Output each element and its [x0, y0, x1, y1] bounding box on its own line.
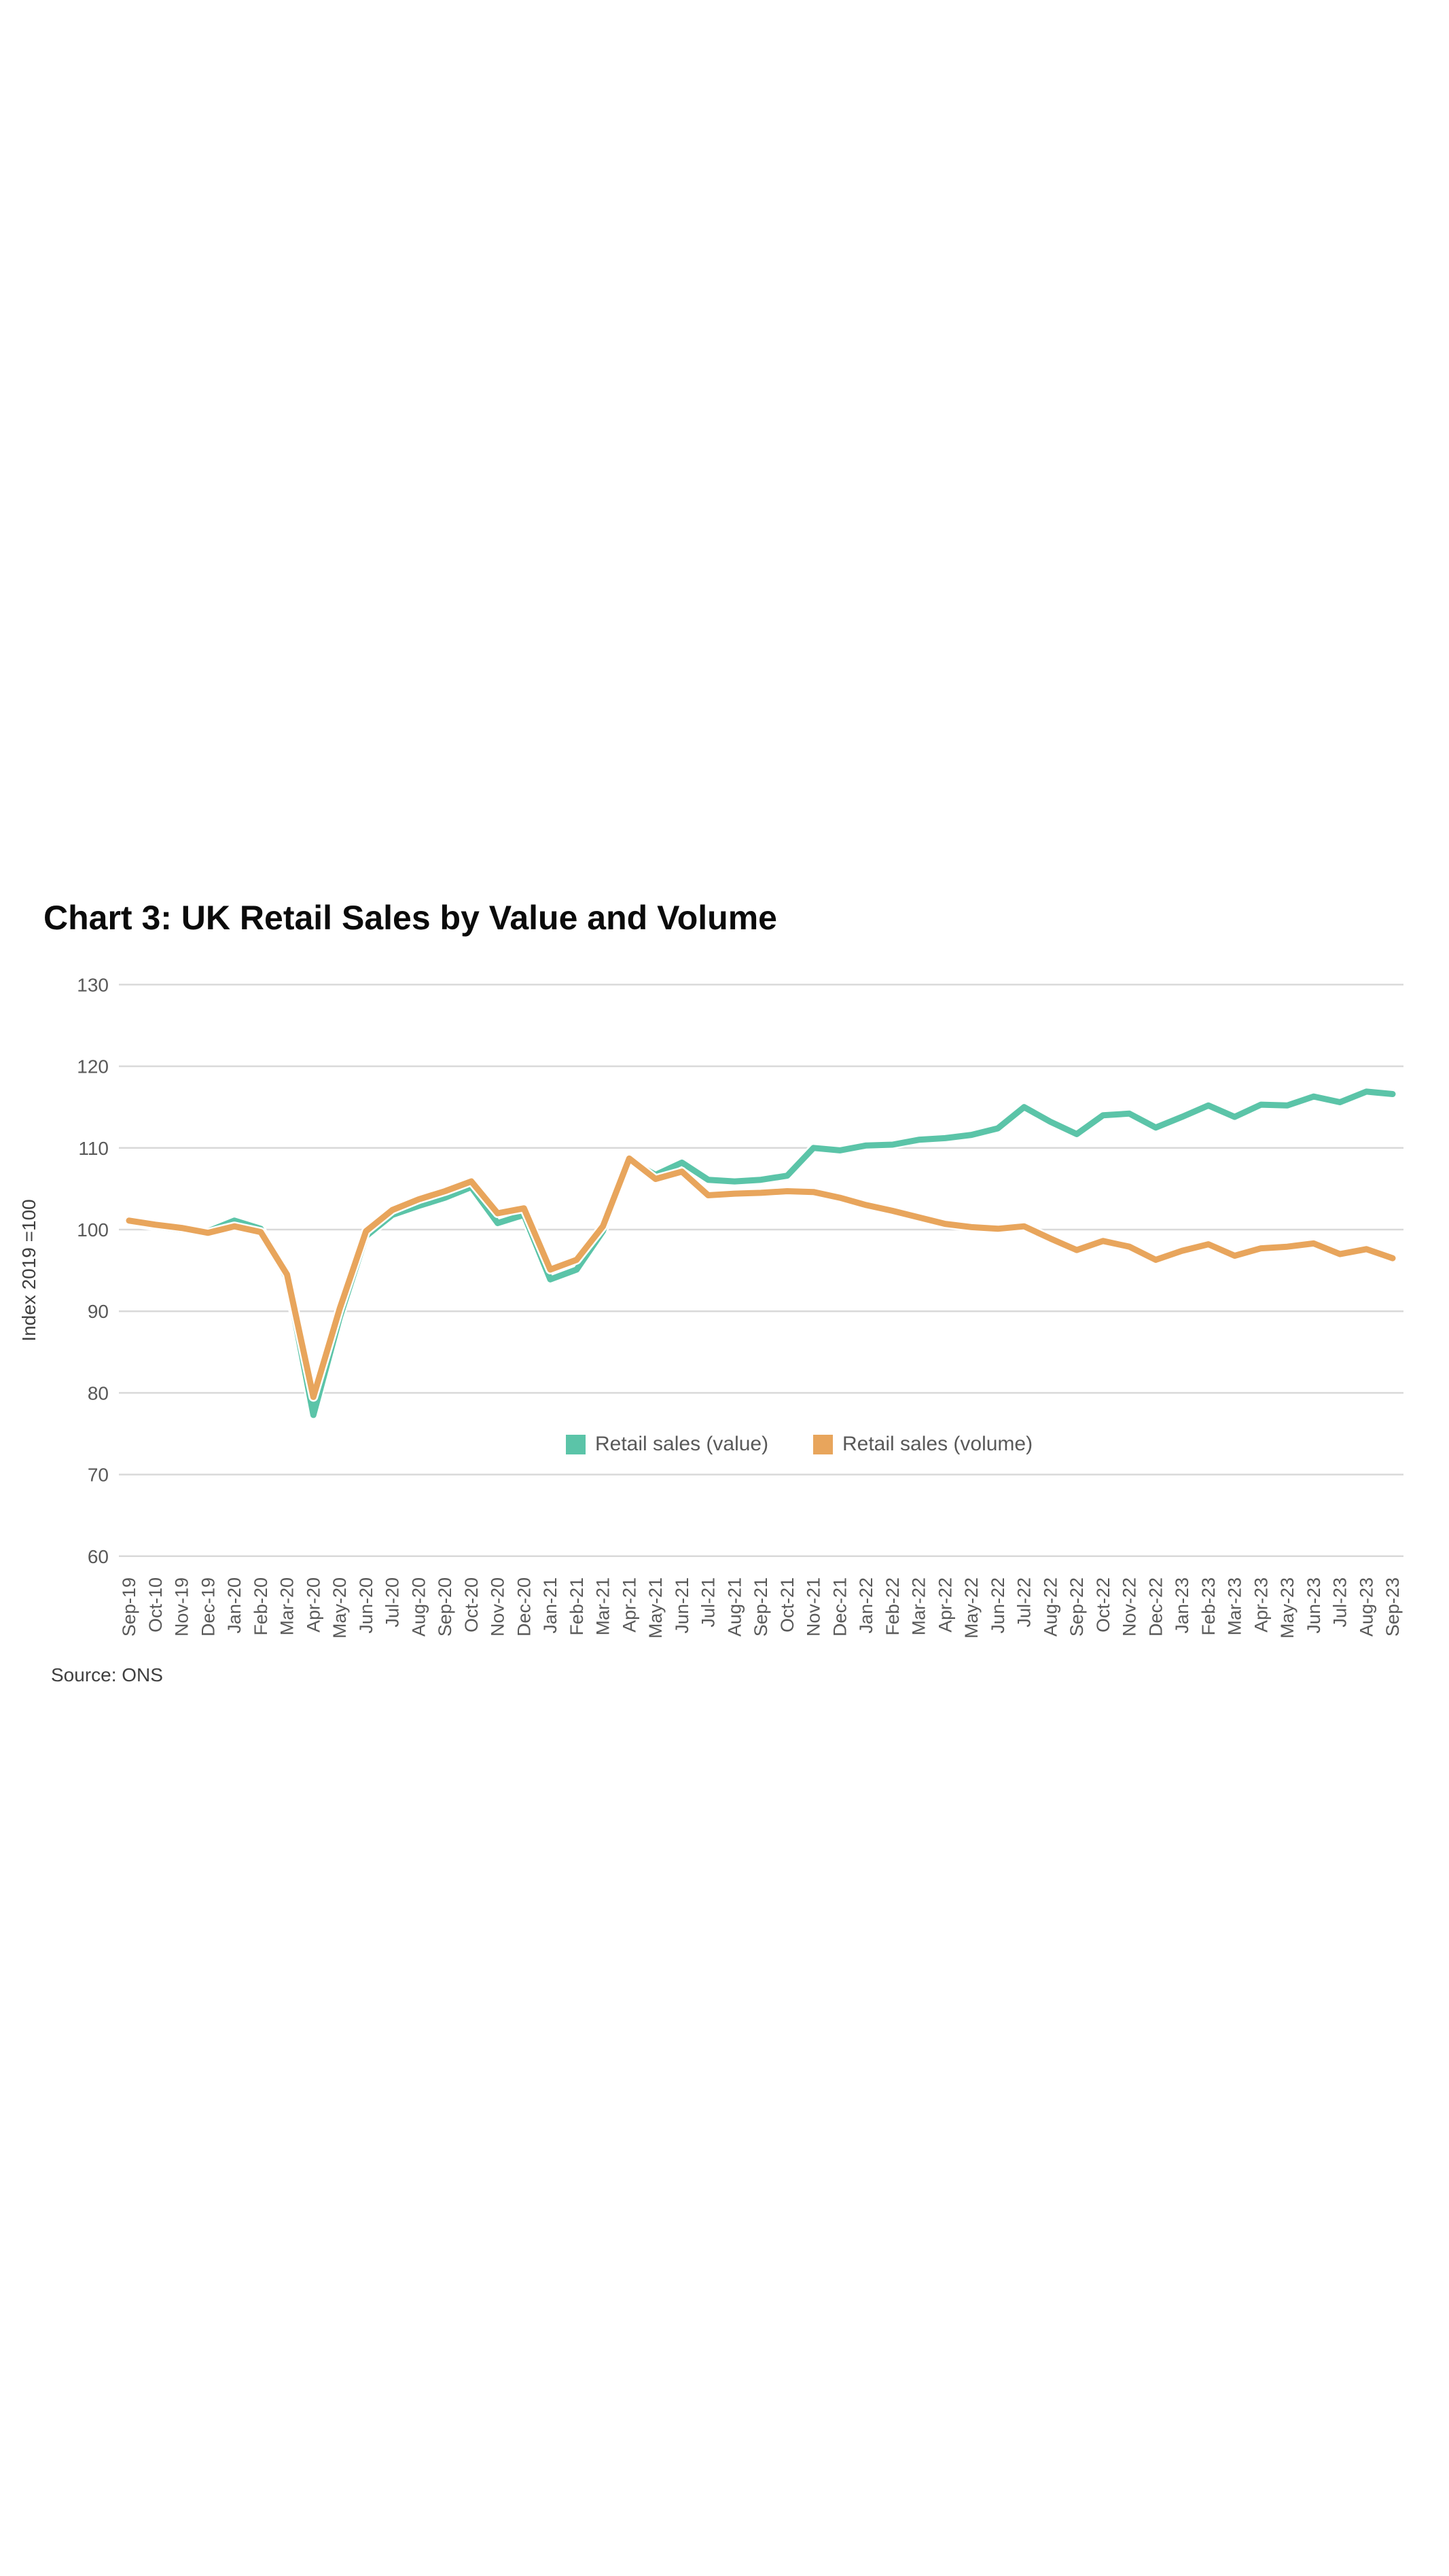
- x-tick-label-May-22: May-22: [961, 1577, 982, 1639]
- x-tick-label-Feb-22: Feb-22: [882, 1577, 903, 1636]
- x-tick-label-Sep-22: Sep-22: [1067, 1577, 1087, 1636]
- chart-title: Chart 3: UK Retail Sales by Value and Vo…: [43, 899, 777, 937]
- x-tick-label-Feb-21: Feb-21: [567, 1577, 587, 1636]
- y-tick-label-100: 100: [77, 1219, 109, 1240]
- x-tick-label-May-20: May-20: [329, 1577, 350, 1639]
- y-tick-label-120: 120: [77, 1056, 109, 1077]
- x-tick-label-Aug-22: Aug-22: [1040, 1577, 1060, 1636]
- x-tick-label-Jan-20: Jan-20: [224, 1577, 245, 1634]
- x-tick-label-Apr-20: Apr-20: [303, 1577, 323, 1632]
- x-tick-label-Oct-22: Oct-22: [1093, 1577, 1113, 1632]
- legend-swatch-value: [566, 1434, 586, 1454]
- legend-label-volume: Retail sales (volume): [842, 1433, 1033, 1455]
- x-tick-label-Nov-20: Nov-20: [488, 1577, 508, 1636]
- x-tick-label-Jun-20: Jun-20: [356, 1577, 376, 1634]
- x-tick-label-Feb-20: Feb-20: [251, 1577, 271, 1636]
- chart-source: Source: ONS: [51, 1664, 163, 1685]
- y-tick-label-130: 130: [77, 974, 109, 995]
- x-tick-label-Aug-23: Aug-23: [1356, 1577, 1376, 1636]
- legend-swatch-volume: [813, 1434, 833, 1454]
- x-tick-label-Jan-23: Jan-23: [1172, 1577, 1192, 1634]
- legend-item-volume: Retail sales (volume): [813, 1433, 1033, 1455]
- retail-sales-volume-line: [126, 1155, 1396, 1400]
- chart-legend: Retail sales (value) Retail sales (volum…: [0, 1433, 1449, 1458]
- x-tick-label-Jan-21: Jan-21: [540, 1577, 560, 1634]
- x-tick-label-Dec-22: Dec-22: [1145, 1577, 1166, 1636]
- y-tick-label-90: 90: [88, 1301, 109, 1322]
- y-tick-label-110: 110: [78, 1138, 109, 1159]
- legend-label-value: Retail sales (value): [595, 1433, 769, 1455]
- y-tick-label-80: 80: [88, 1382, 109, 1403]
- x-tick-label-Apr-22: Apr-22: [935, 1577, 955, 1632]
- x-tick-label-Mar-21: Mar-21: [593, 1577, 613, 1636]
- x-tick-label-Mar-22: Mar-22: [909, 1577, 929, 1636]
- retail-sales-line-chart: 130 120 110 100 90 80 70 60 Index 2019 =100 Sep-1…: [18, 974, 1403, 1639]
- y-tick-label-70: 70: [88, 1465, 109, 1486]
- x-tick-label-Mar-20: Mar-20: [277, 1577, 298, 1636]
- x-tick-label-Oct-20: Oct-20: [461, 1577, 482, 1632]
- x-tick-label-Aug-20: Aug-20: [408, 1577, 429, 1636]
- x-tick-label-Oct-10: Oct-10: [145, 1577, 166, 1632]
- x-tick-label-Dec-19: Dec-19: [198, 1577, 218, 1636]
- x-tick-label-Sep-20: Sep-20: [435, 1577, 455, 1636]
- x-tick-label-Dec-21: Dec-21: [829, 1577, 850, 1636]
- x-tick-label-Apr-23: Apr-23: [1251, 1577, 1271, 1632]
- x-tick-label-Apr-21: Apr-21: [619, 1577, 639, 1632]
- x-tick-label-Aug-21: Aug-21: [724, 1577, 745, 1636]
- x-tick-label-Nov-22: Nov-22: [1120, 1577, 1140, 1636]
- x-tick-label-Sep-19: Sep-19: [119, 1577, 139, 1636]
- x-tick-label-Jan-22: Jan-22: [856, 1577, 876, 1634]
- x-tick-label-Feb-23: Feb-23: [1198, 1577, 1219, 1636]
- x-tick-label-Jul-23: Jul-23: [1330, 1577, 1350, 1628]
- x-tick-label-Sep-23: Sep-23: [1382, 1577, 1403, 1636]
- x-tick-label-May-21: May-21: [645, 1577, 666, 1639]
- x-tick-label-Jul-20: Jul-20: [382, 1577, 403, 1628]
- x-tick-label-Jul-22: Jul-22: [1014, 1577, 1035, 1628]
- x-tick-label-Nov-21: Nov-21: [804, 1577, 824, 1636]
- x-tick-label-Jun-22: Jun-22: [988, 1577, 1008, 1634]
- y-tick-label-60: 60: [88, 1546, 109, 1567]
- x-tick-label-Jun-23: Jun-23: [1304, 1577, 1324, 1634]
- x-tick-label-Dec-20: Dec-20: [514, 1577, 534, 1636]
- x-tick-label-May-23: May-23: [1277, 1577, 1298, 1639]
- x-tick-label-Nov-19: Nov-19: [172, 1577, 192, 1636]
- x-tick-label-Jul-21: Jul-21: [698, 1577, 719, 1628]
- x-tick-label-Oct-21: Oct-21: [777, 1577, 798, 1632]
- legend-item-value: Retail sales (value): [566, 1433, 768, 1455]
- x-tick-label-Jun-21: Jun-21: [672, 1577, 692, 1634]
- x-tick-label-Sep-21: Sep-21: [751, 1577, 771, 1636]
- y-axis-title: Index 2019 =100: [18, 1199, 39, 1341]
- x-tick-label-Mar-23: Mar-23: [1225, 1577, 1245, 1636]
